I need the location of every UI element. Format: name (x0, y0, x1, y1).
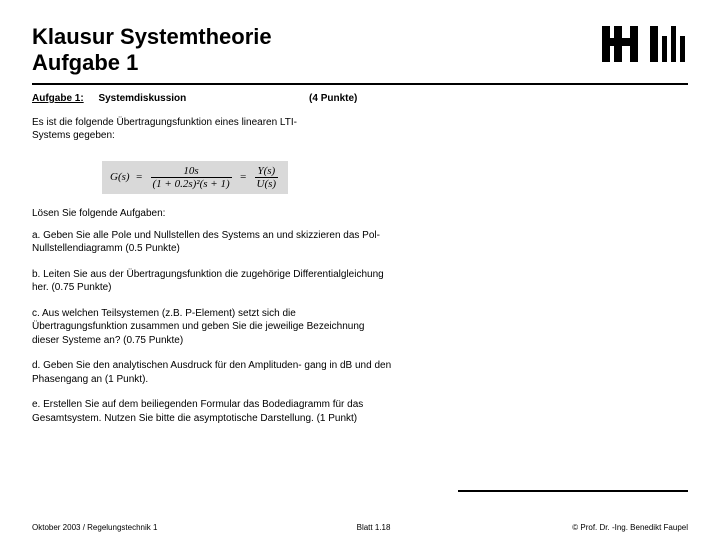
title-line2: Aufgabe 1 (32, 50, 138, 75)
intro-line2: Systems gegeben: (32, 130, 115, 141)
intro-line1: Es ist die folgende Übertragungsfunktion… (32, 117, 297, 128)
footer-left: Oktober 2003 / Regelungstechnik 1 (32, 523, 157, 532)
footer: Oktober 2003 / Regelungstechnik 1 Blatt … (32, 523, 688, 532)
formula-den2: U(s) (255, 178, 279, 190)
formula-lhs: G(s) (110, 171, 130, 183)
formula-num2: Y(s) (255, 165, 279, 178)
footer-mid: Blatt 1.18 (357, 523, 391, 532)
formula-den1: (1 + 0.2s)²(s + 1) (151, 178, 232, 190)
task-topic: Systemdiskussion (98, 93, 186, 104)
task-points: (4 Punkte) (309, 93, 357, 104)
intro-text: Es ist die folgende Übertragungsfunktion… (32, 116, 688, 143)
task-header: Aufgabe 1: Systemdiskussion (4 Punkte) (32, 93, 688, 104)
transfer-function-formula: G(s) = 10s (1 + 0.2s)²(s + 1) = Y(s) U(s… (102, 161, 288, 194)
lead-text: Lösen Sie folgende Aufgaben: (32, 208, 688, 219)
footer-right: © Prof. Dr. -Ing. Benedikt Faupel (572, 523, 688, 532)
footer-rule (458, 490, 688, 492)
item-d: d. Geben Sie den analytischen Ausdruck f… (32, 359, 392, 386)
htw-logo (602, 24, 688, 64)
page-title: Klausur Systemtheorie Aufgabe 1 (32, 24, 272, 77)
item-c: c. Aus welchen Teilsystemen (z.B. P-Elem… (32, 307, 392, 348)
formula-num1: 10s (151, 165, 232, 178)
item-b: b. Leiten Sie aus der Übertragungsfunkti… (32, 268, 392, 295)
title-line1: Klausur Systemtheorie (32, 24, 272, 49)
item-a: a. Geben Sie alle Pole und Nullstellen d… (32, 229, 392, 256)
task-number: Aufgabe 1: (32, 93, 84, 104)
item-e: e. Erstellen Sie auf dem beiliegenden Fo… (32, 398, 392, 425)
